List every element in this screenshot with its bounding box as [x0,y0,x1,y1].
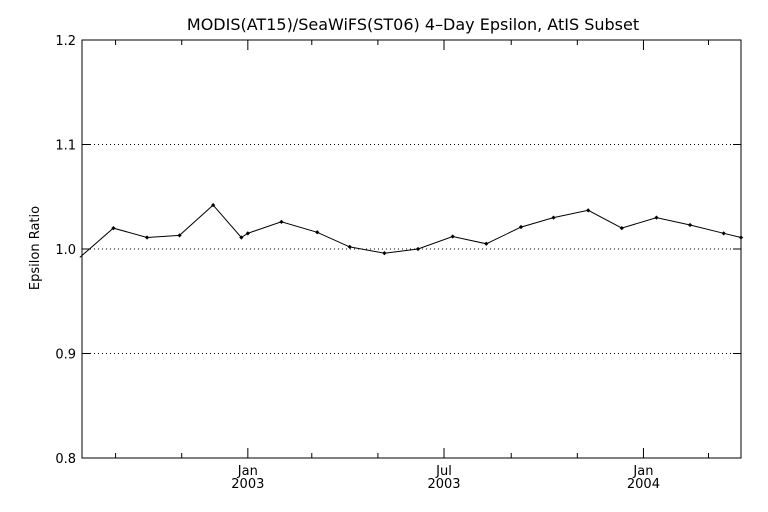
chart-title: MODIS(AT15)/SeaWiFS(ST06) 4–Day Epsilon,… [187,15,639,34]
data-point [347,244,352,250]
y-axis-label: Epsilon Ratio [28,206,43,290]
data-point [415,246,421,252]
data-point [211,202,216,208]
data-point [687,222,693,228]
data-point [177,233,182,238]
data-point [484,241,489,246]
y-tick-label: 0.9 [55,348,76,363]
x-tick-label-month: Jan [632,464,653,479]
data-point [382,251,387,256]
data-point [551,215,556,220]
grid-lines [82,144,741,354]
data-point [245,231,250,236]
data-point [315,230,320,235]
series-line [79,204,742,258]
data-point [239,235,244,240]
data-point [619,225,624,231]
x-tick-label-year: 2004 [627,477,660,492]
y-tick-label: 1.1 [55,139,76,154]
y-tick-label: 1.0 [55,243,76,258]
y-tick-label: 1.2 [55,34,76,49]
x-tick-label-year: 2003 [231,477,264,492]
series-line-group [79,204,742,258]
data-point [586,208,591,213]
data-point [450,234,455,239]
y-tick-label: 0.8 [55,452,76,467]
data-point [721,231,726,236]
data-point [144,235,150,240]
data-point [111,225,116,231]
x-tick-label-year: 2003 [427,477,460,492]
plot-frame [81,39,742,459]
data-point [279,219,284,224]
data-point [518,224,524,230]
x-tick-label-month: Jan [237,464,258,479]
data-point [654,215,659,220]
series-markers [111,202,744,256]
x-tick-label-month: Jul [435,464,452,479]
